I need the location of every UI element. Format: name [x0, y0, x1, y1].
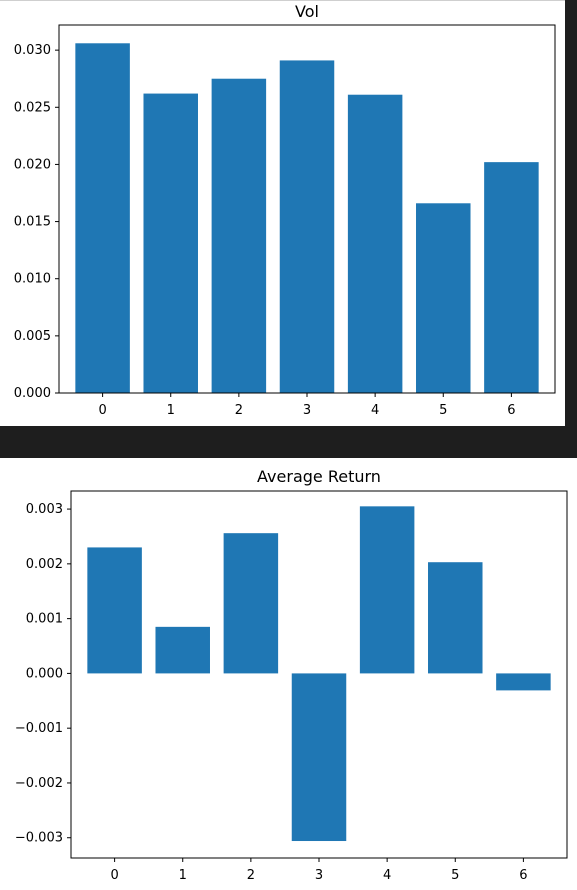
vol-ytick-label: 0.020 [14, 157, 51, 172]
vol-xtick-label: 5 [439, 403, 447, 418]
vol-chart-title: Vol [295, 2, 319, 21]
vol-bar-3 [279, 60, 335, 394]
vol-chart-panel: 0.000 0.005 0.010 0.015 0.020 0.025 0.030 0 1 2 3 4… [0, 0, 565, 427]
return-bar-1 [155, 626, 210, 674]
vol-bar-0 [75, 43, 130, 394]
return-ytick-label: −0.003 [15, 831, 63, 846]
return-ytick-label: 0.002 [26, 557, 63, 572]
return-bar-0 [87, 547, 142, 674]
vol-xtick-label: 0 [98, 403, 106, 418]
return-xtick-label: 2 [247, 868, 255, 883]
return-ytick-label: −0.002 [15, 776, 63, 791]
return-xtick-label: 6 [519, 868, 527, 883]
vol-bar-6 [484, 162, 539, 393]
average-return-chart: −0.003 −0.002 −0.001 0.000 0.001 0.002 0.003 0 1… [15, 467, 568, 883]
window-edge [565, 0, 577, 426]
vol-bar-1 [143, 93, 198, 394]
vol-bar-2 [211, 78, 267, 393]
return-ytick-label: 0.000 [26, 666, 63, 681]
return-ytick-label: 0.001 [26, 612, 63, 627]
vol-xtick-label: 2 [235, 403, 243, 418]
vol-ytick-label: 0.030 [14, 43, 51, 58]
return-xtick-label: 0 [110, 868, 118, 883]
average-return-chart-panel: −0.003 −0.002 −0.001 0.000 0.001 0.002 0.003 0 1… [0, 458, 577, 890]
return-bar-5 [428, 562, 483, 674]
return-bar-6 [496, 673, 551, 691]
vol-xtick-label: 6 [507, 403, 515, 418]
vol-ytick-label: 0.000 [14, 386, 51, 401]
vol-ytick-label: 0.015 [14, 215, 51, 230]
return-ytick-label: 0.003 [26, 502, 63, 517]
vol-xtick-label: 3 [303, 403, 311, 418]
vol-bar-5 [416, 203, 471, 393]
return-ytick-label: −0.001 [15, 721, 63, 736]
return-bar-3 [291, 673, 347, 842]
vol-bar-4 [347, 94, 403, 393]
return-bar-2 [223, 533, 279, 674]
vol-ytick-label: 0.005 [14, 329, 51, 344]
vol-ytick-label: 0.010 [14, 272, 51, 287]
return-xtick-label: 5 [451, 868, 459, 883]
return-bar-4 [359, 506, 415, 674]
vol-xtick-label: 1 [167, 403, 175, 418]
return-xtick-label: 1 [179, 868, 187, 883]
return-xtick-label: 4 [383, 868, 391, 883]
vol-xtick-label: 4 [371, 403, 379, 418]
panel-divider [0, 426, 577, 458]
vol-ytick-label: 0.025 [14, 100, 51, 115]
return-chart-title: Average Return [257, 467, 381, 486]
return-xtick-label: 3 [315, 868, 323, 883]
vol-chart: 0.000 0.005 0.010 0.015 0.020 0.025 0.030 0 1 2 3 4… [14, 2, 556, 418]
